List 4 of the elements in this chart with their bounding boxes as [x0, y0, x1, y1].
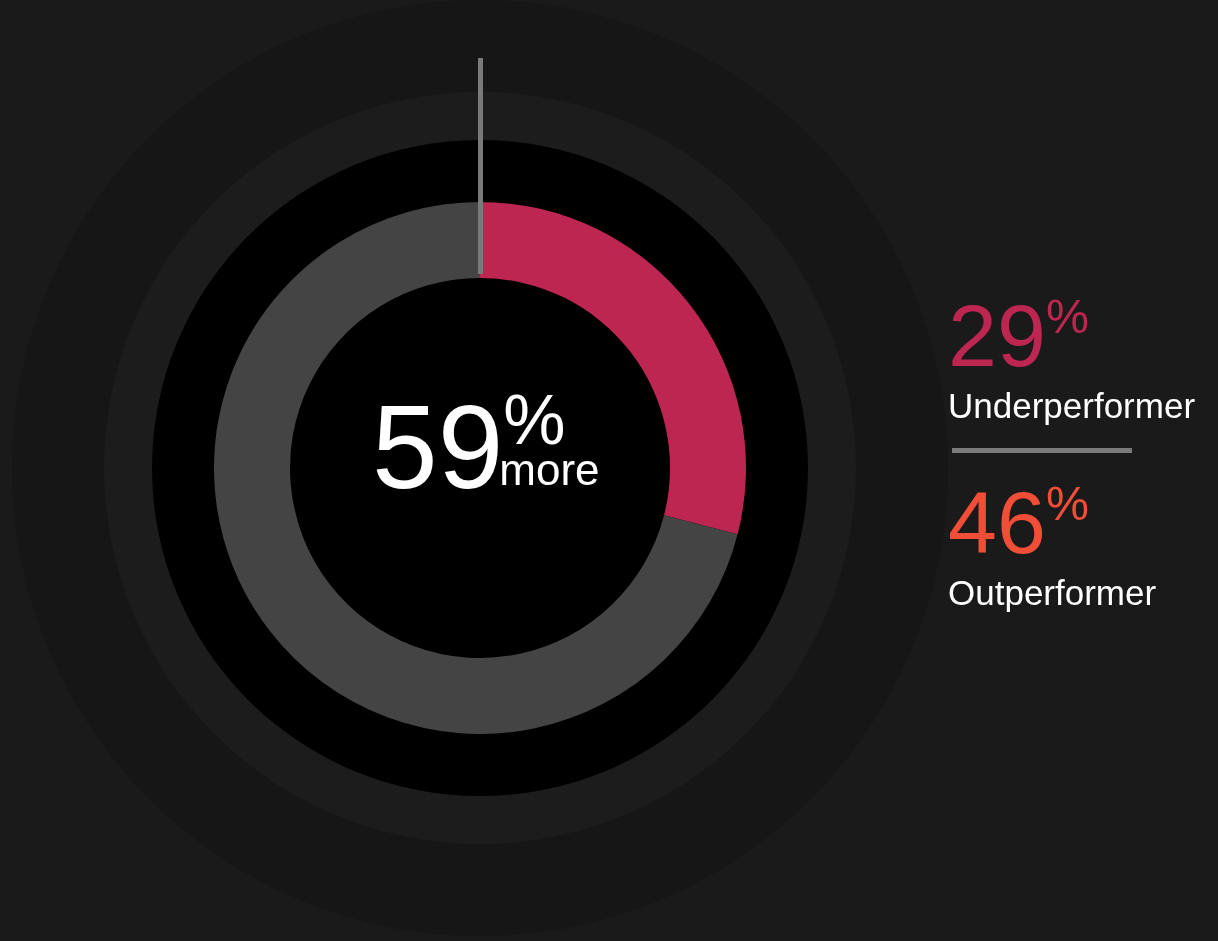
slice-label: Underperformer — [948, 386, 1197, 426]
data-label: 29% — [948, 286, 1090, 385]
text: 46% — [948, 473, 1090, 572]
text: Outperformer — [948, 573, 1158, 613]
